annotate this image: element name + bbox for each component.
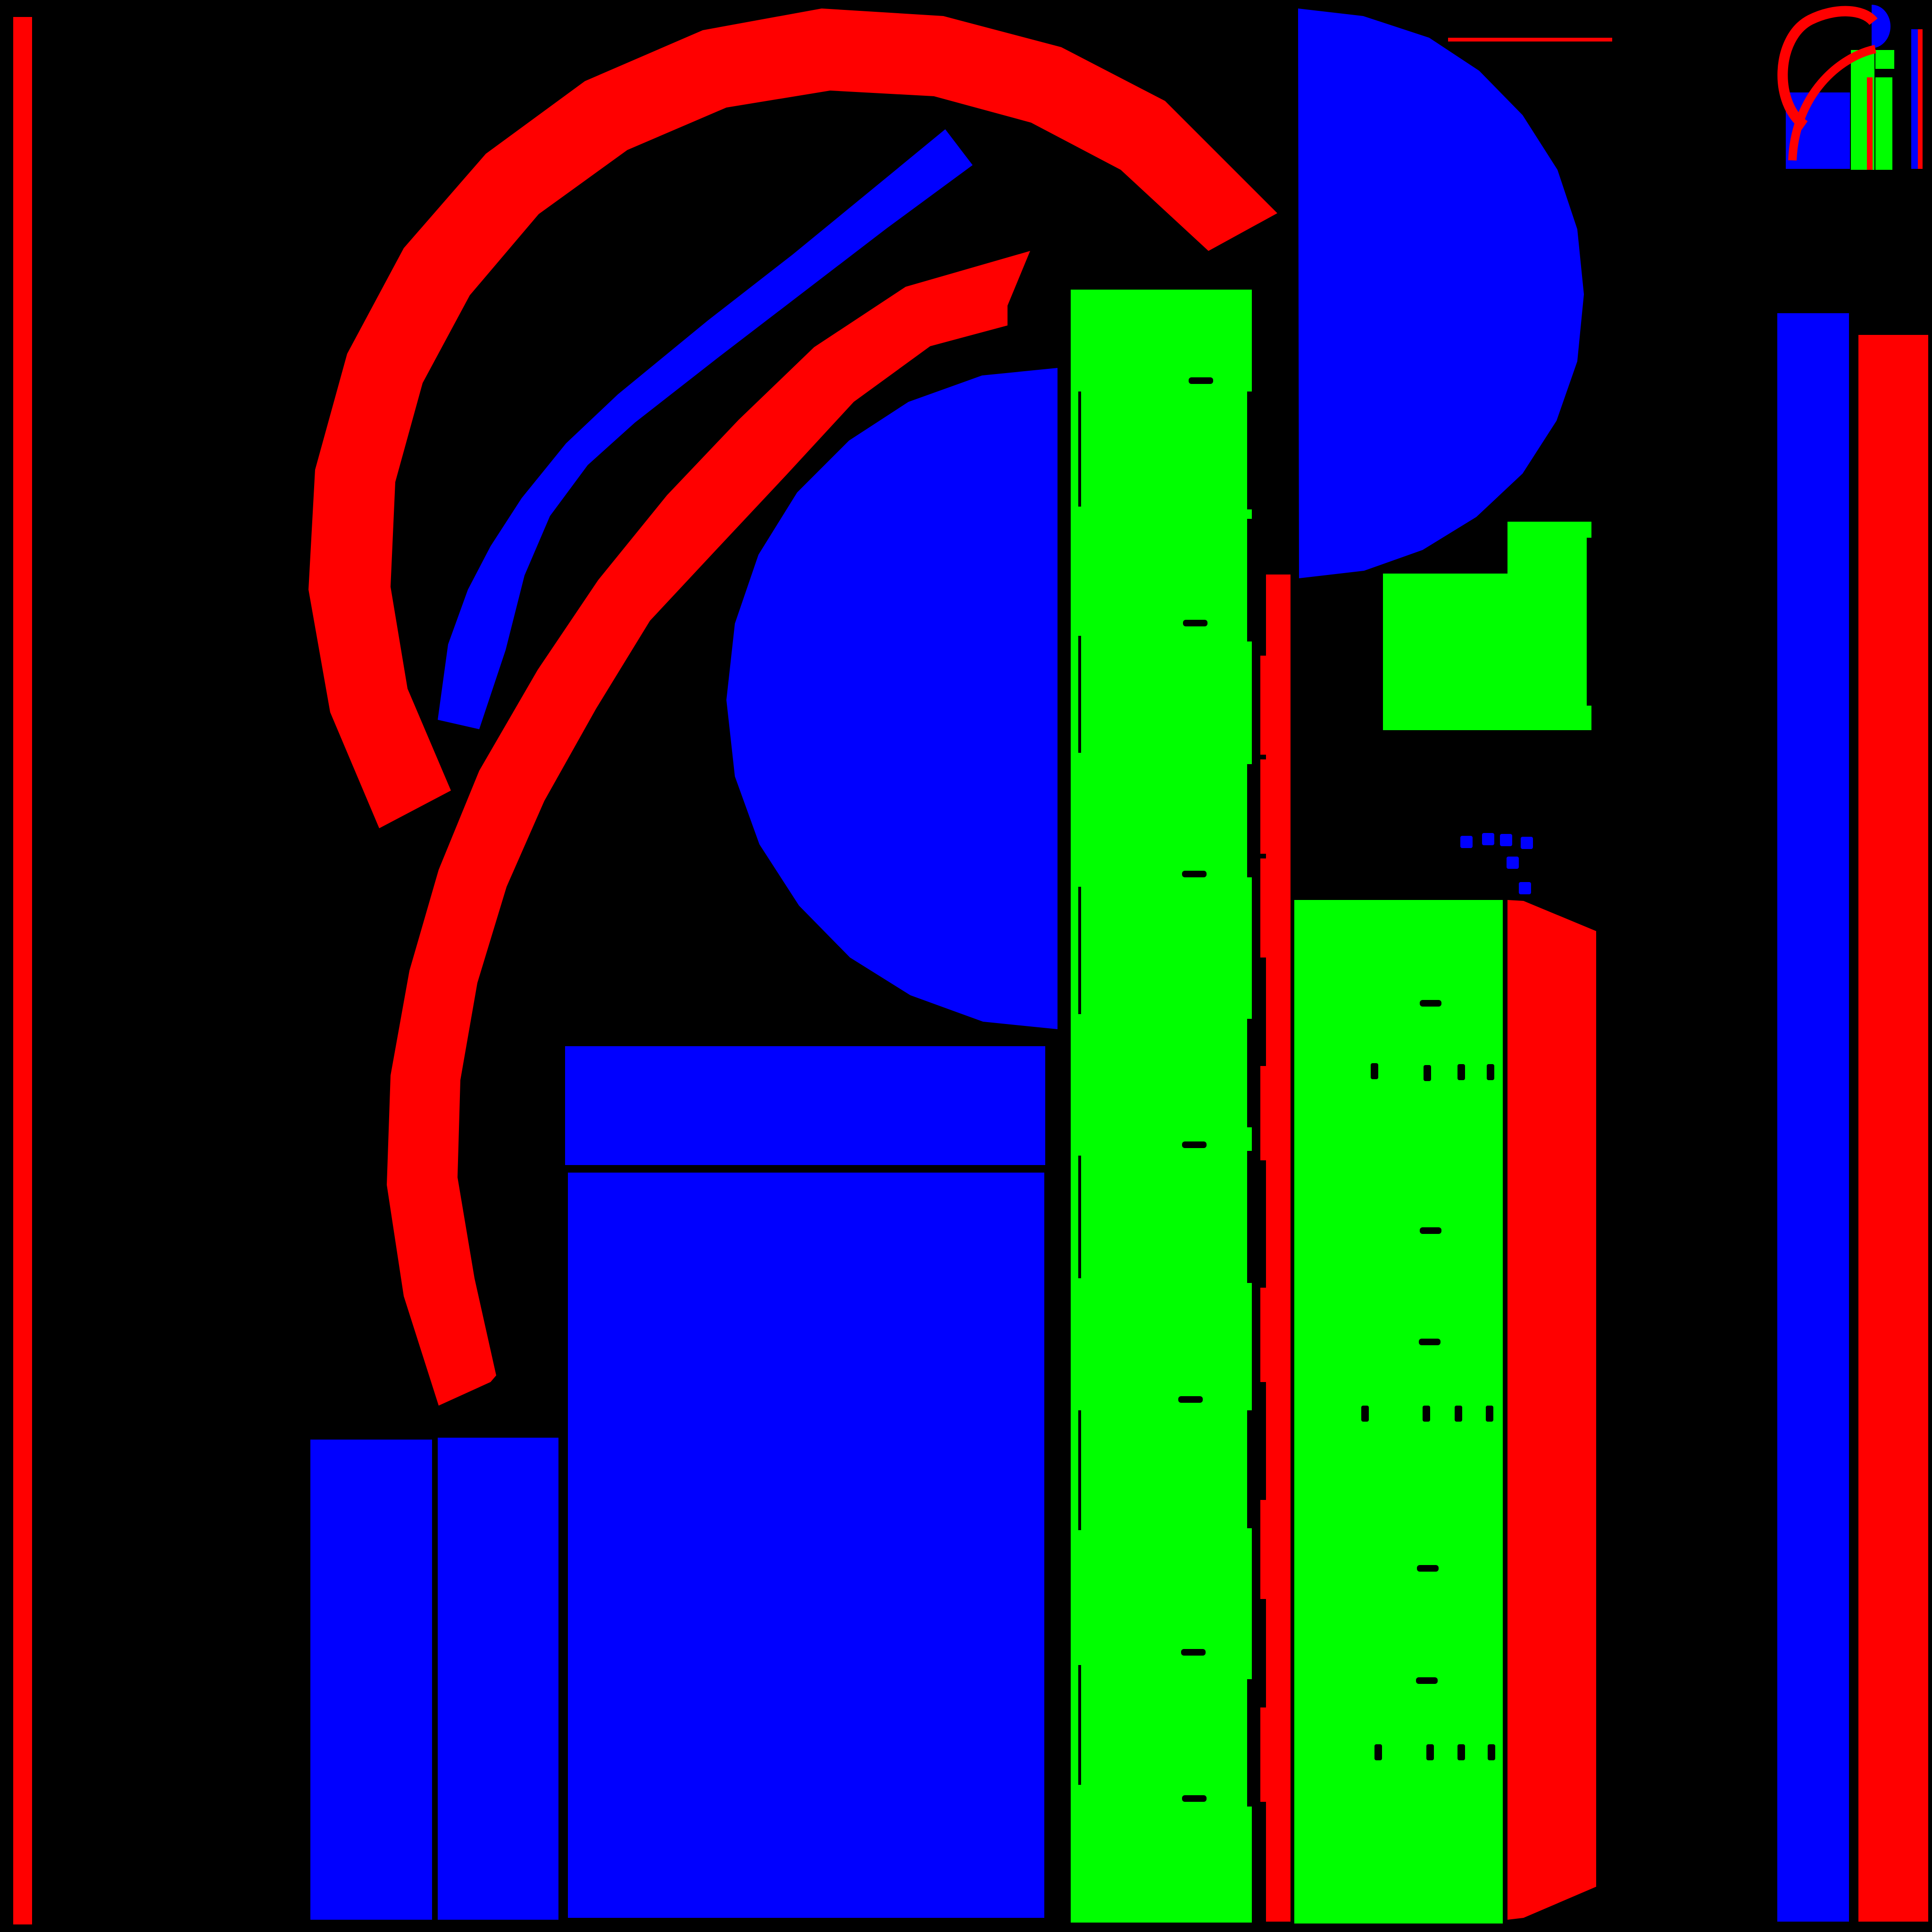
inner-red-arc <box>387 251 1030 1406</box>
green-l-shape <box>1383 522 1591 730</box>
blue-column-left-a <box>310 1440 432 1920</box>
top-thin-red-line <box>1448 38 1612 42</box>
mini-thumbnail-cluster <box>1777 5 1923 170</box>
left-thin-red-strip <box>13 17 32 1924</box>
small-blue-dots <box>1460 833 1533 894</box>
outer-red-arc <box>308 8 1277 828</box>
blue-column-left-b <box>438 1438 558 1920</box>
center-blue-half-disc <box>726 368 1058 1029</box>
second-green-column <box>1294 900 1503 1924</box>
tall-green-column <box>1071 290 1253 1923</box>
top-right-blue-half-disc <box>1298 8 1584 578</box>
blue-rect-top <box>565 1046 1045 1165</box>
blue-diagonal-band <box>438 129 973 729</box>
tall-red-column-right <box>1858 335 1928 1922</box>
tall-blue-column-right <box>1777 313 1849 1922</box>
thin-red-column <box>1260 575 1291 1922</box>
blue-rect-large <box>568 1173 1044 1918</box>
red-trapezoid <box>1507 900 1596 1920</box>
